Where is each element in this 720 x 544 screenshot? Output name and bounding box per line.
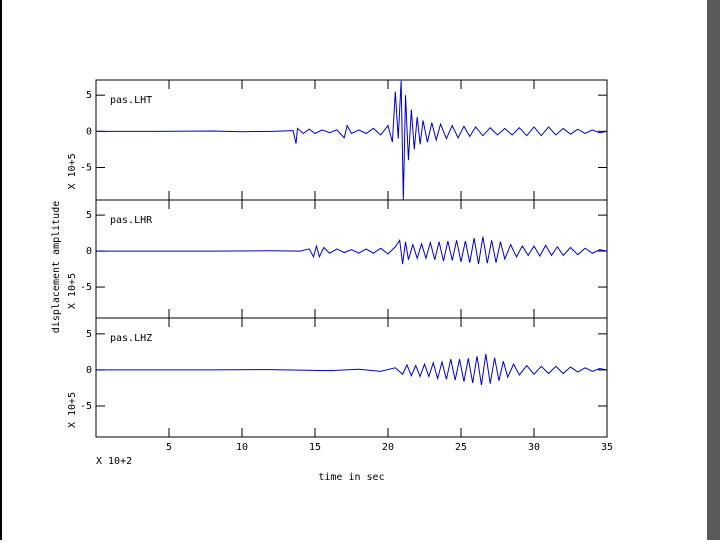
y-multiplier: X 10+5 <box>67 153 78 189</box>
y-tick-label: -5 <box>80 162 92 173</box>
x-tick-label: 35 <box>601 442 613 453</box>
y-axis-label: displacement amplitude <box>51 201 62 333</box>
trace <box>96 80 608 201</box>
trace <box>96 353 608 386</box>
panel-frame <box>95 199 608 319</box>
x-tick-label: 25 <box>455 442 467 453</box>
y-multiplier: X 10+5 <box>67 273 78 309</box>
trace-label: pas.LHT <box>110 95 152 106</box>
x-tick-label: 20 <box>382 442 394 453</box>
right-border <box>707 0 720 540</box>
x-multiplier: X 10+2 <box>96 456 132 467</box>
x-tick-label: 30 <box>528 442 540 453</box>
y-tick-label: 5 <box>86 210 92 221</box>
x-axis-label: time in sec <box>318 472 384 483</box>
y-tick-label: -5 <box>80 282 92 293</box>
y-tick-label: 5 <box>86 329 92 340</box>
panel-frame <box>95 79 608 201</box>
left-border <box>0 0 2 540</box>
y-tick-label: 0 <box>86 246 92 257</box>
trace-label: pas.LHR <box>110 215 153 226</box>
panel-frame <box>95 317 608 438</box>
trace <box>96 236 608 265</box>
x-tick-label: 10 <box>236 442 248 453</box>
y-tick-label: 0 <box>86 126 92 137</box>
y-tick-label: 0 <box>86 365 92 376</box>
y-multiplier: X 10+5 <box>67 392 78 428</box>
y-tick-label: 5 <box>86 90 92 101</box>
trace-label: pas.LHZ <box>110 333 152 344</box>
y-tick-label: -5 <box>80 401 92 412</box>
x-tick-label: 15 <box>309 442 321 453</box>
x-tick-label: 5 <box>166 442 172 453</box>
